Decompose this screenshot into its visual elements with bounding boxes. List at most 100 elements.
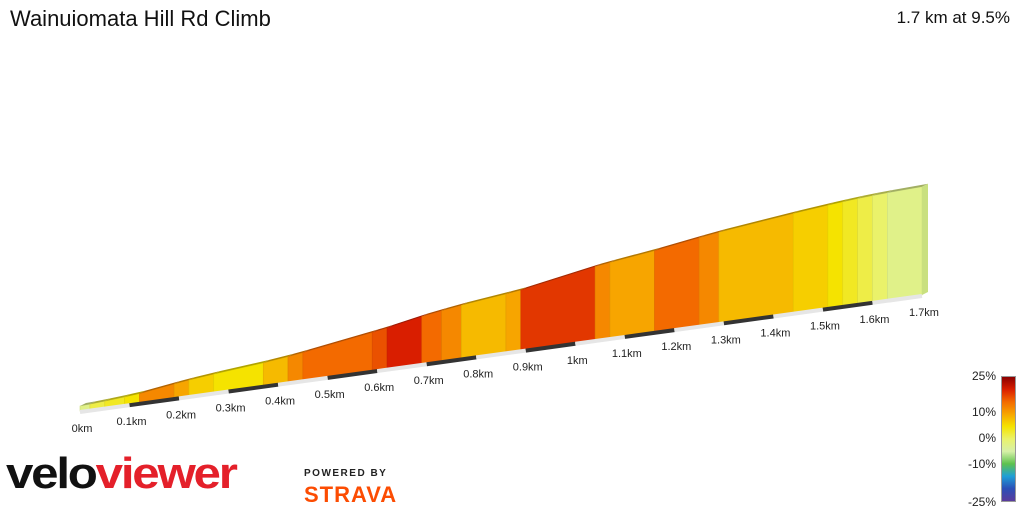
profile-top-edge <box>124 390 146 398</box>
x-tick-label: 0.5km <box>315 389 345 401</box>
gradient-segment <box>386 316 423 370</box>
gradient-segment <box>698 231 720 327</box>
gradient-segment <box>505 289 522 353</box>
axis-bar <box>822 300 873 312</box>
distance-tick-labels: 0km 0.1km 0.2km 0.3km 0.4km 0.5km 0.6km 0.7km 0.… <box>72 307 939 435</box>
gradient-segment <box>887 186 923 301</box>
profile-top-edge <box>654 234 706 251</box>
axis-bar <box>327 369 378 380</box>
scale-label: 0% <box>978 431 996 445</box>
axis-bar <box>475 348 527 360</box>
profile-top-edge <box>174 377 195 385</box>
scale-label: 25% <box>971 369 996 383</box>
x-tick-label: 1.7km <box>909 307 939 319</box>
x-tick-label: 1.4km <box>760 327 790 339</box>
profile-end-face <box>922 183 928 295</box>
profile-top-edge <box>793 202 834 214</box>
x-tick-label: 0.3km <box>216 403 246 415</box>
x-tick-label: 0.2km <box>166 409 196 421</box>
profile-top-edge <box>595 259 616 267</box>
profile-top-edge <box>505 287 527 295</box>
gradient-color-scale <box>1001 376 1016 502</box>
axis-bar <box>674 321 725 333</box>
strava-logo: STRAVA <box>304 482 398 507</box>
profile-top-edge <box>188 371 220 381</box>
gradient-segment <box>654 237 700 333</box>
axis-bar <box>228 382 279 394</box>
axis-bar <box>773 307 824 319</box>
profile-top-edge <box>89 398 111 405</box>
gradient-segment <box>371 327 388 372</box>
x-tick-label: 0.6km <box>364 382 394 394</box>
profile-top-edge <box>104 394 131 402</box>
x-tick-label: 1.3km <box>711 334 741 346</box>
gradient-segment <box>842 198 858 307</box>
gradient-segment <box>792 204 829 314</box>
profile-top-edge <box>842 195 864 202</box>
profile-top-edge <box>302 329 379 353</box>
profile-top-edge <box>421 307 448 317</box>
axis-bar <box>79 403 130 414</box>
gradient-segment <box>520 266 596 351</box>
gradient-segment <box>461 293 507 359</box>
gradient-segment <box>441 304 462 362</box>
axis-bar <box>178 389 229 401</box>
axis-bar <box>129 396 180 408</box>
x-tick-label: 1.5km <box>810 321 840 333</box>
logo-velo-text: velo <box>6 449 98 498</box>
profile-top-edge <box>699 229 725 238</box>
x-tick-label: 0.4km <box>265 396 295 408</box>
profile-top-edge <box>718 210 800 233</box>
page-title: Wainuiomata Hill Rd Climb <box>10 6 271 31</box>
profile-top-edge <box>609 247 661 263</box>
profile-top-edge <box>520 263 602 291</box>
axis-bar <box>277 375 328 387</box>
profile-top-edge <box>441 302 468 311</box>
axis-bar <box>872 294 923 305</box>
profile-top-edge <box>372 324 394 333</box>
profile-top-edge <box>80 401 96 406</box>
x-tick-label: 0.7km <box>414 375 444 387</box>
axis-bar <box>624 328 675 339</box>
profile-top-edge <box>387 313 428 328</box>
scale-label: -10% <box>967 457 996 471</box>
profile-top-edge <box>139 381 181 394</box>
gradient-segment <box>827 201 844 309</box>
climb-summary: 1.7 km at 9.5% <box>896 8 1010 27</box>
gradient-segment <box>287 352 304 383</box>
x-tick-label: 1.1km <box>612 348 642 360</box>
powered-by-text: POWERED BY <box>304 468 388 479</box>
profile-top-edge <box>872 189 894 196</box>
x-tick-label: 0.8km <box>463 368 493 380</box>
profile-top-edge <box>288 349 309 357</box>
x-tick-label: 0.1km <box>117 416 147 428</box>
gradient-segment <box>609 250 655 339</box>
axis-bar <box>525 341 576 353</box>
profile-top-edge <box>263 353 295 363</box>
axis-bar <box>575 334 626 346</box>
axis-bar <box>426 355 477 367</box>
profile-top-edge <box>213 359 270 375</box>
gradient-segment <box>594 262 611 341</box>
scale-label: 10% <box>971 405 996 419</box>
axis-bar <box>723 314 774 326</box>
x-tick-label: 1.6km <box>859 314 889 326</box>
gradient-segment <box>857 195 873 305</box>
gradient-segment <box>872 192 888 303</box>
logo-viewer-text: viewer <box>95 449 238 498</box>
distance-axis <box>79 294 923 414</box>
gradient-segment <box>718 213 794 324</box>
x-tick-label: 0km <box>72 423 93 435</box>
x-tick-label: 0.9km <box>513 362 543 374</box>
x-tick-label: 1km <box>567 355 588 367</box>
profile-top-edge <box>857 192 879 199</box>
scale-label: -25% <box>967 495 996 509</box>
x-tick-label: 1.2km <box>661 341 691 353</box>
gradient-segment <box>421 310 442 365</box>
profile-top-edge <box>461 291 512 306</box>
gradient-segments <box>79 183 928 412</box>
profile-top-edge <box>887 183 928 193</box>
axis-bar <box>376 362 427 374</box>
profile-top-edge <box>827 198 849 206</box>
